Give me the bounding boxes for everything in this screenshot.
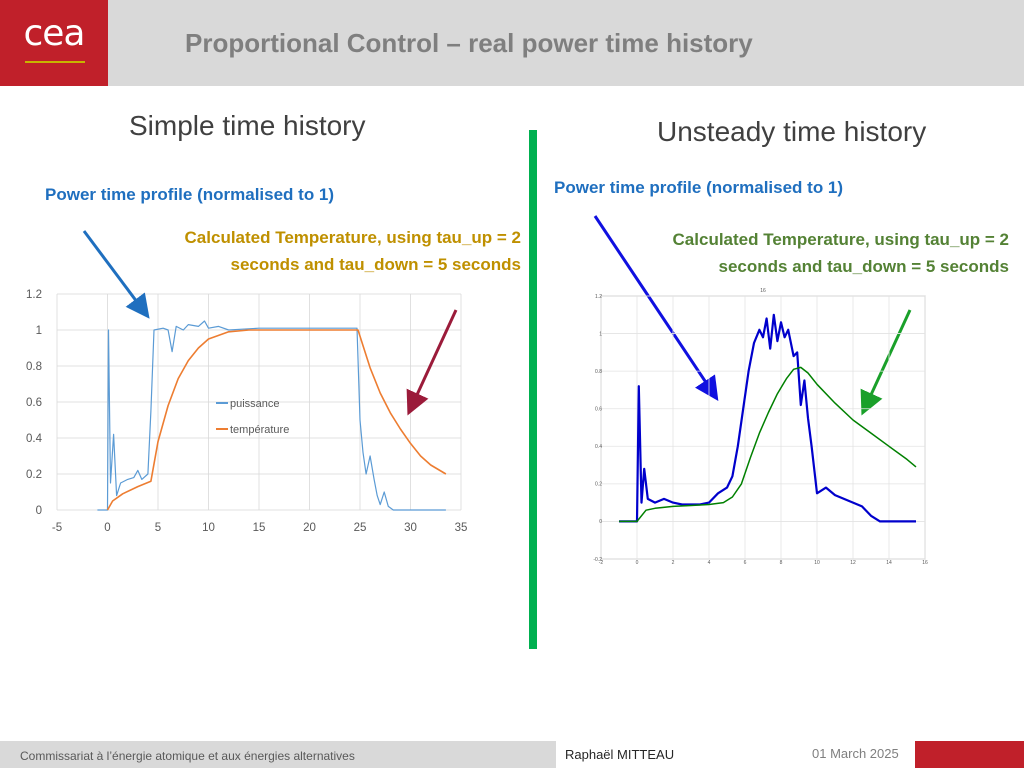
y-tick-label: 0.2 <box>26 469 42 481</box>
slide-title: Proportional Control – real power time h… <box>185 28 753 58</box>
y-tick-label: 0.8 <box>595 369 602 375</box>
y-tick-label: -0.2 <box>593 557 602 563</box>
y-tick-label: 1.2 <box>26 289 42 301</box>
footer-red-block <box>915 741 1024 768</box>
left-power-caption: Power time profile (normalised to 1) <box>45 185 335 204</box>
x-tick-label: 14 <box>886 560 892 566</box>
right-power-caption: Power time profile (normalised to 1) <box>554 178 844 197</box>
x-tick-label: -2 <box>599 560 604 566</box>
y-tick-label: 0.6 <box>595 406 602 412</box>
y-tick-label: 1 <box>599 331 602 337</box>
left-chart: -5 0 5 10 15 20 25 30 35 0 0.2 0.4 0.6 0.8 1 1.2 puissan… <box>26 289 467 534</box>
x-tick-label: 16 <box>922 560 928 566</box>
x-tick-label: 20 <box>303 522 316 534</box>
legend-label: température <box>230 424 289 436</box>
series-line-1 <box>97 320 446 511</box>
x-tick-label: 15 <box>253 522 266 534</box>
left-heading: Simple time history <box>129 110 366 141</box>
x-tick-label: 4 <box>708 560 711 566</box>
arrow-left-power <box>82 230 150 319</box>
section-divider <box>529 130 537 649</box>
y-tick-label: 0 <box>36 505 42 517</box>
series-line-2 <box>619 366 917 523</box>
header-bar: cea Proportional Control – real power ti… <box>0 0 1024 86</box>
x-tick-label: 12 <box>850 560 856 566</box>
x-tick-label: 0 <box>636 560 639 566</box>
arrow-right-temp <box>860 309 912 416</box>
x-tick-label: 5 <box>155 522 161 534</box>
footer-date: 01 March 2025 <box>812 746 899 761</box>
left-temp-caption-line1: Calculated Temperature, using tau_up = 2 <box>184 228 521 247</box>
x-tick-label: 35 <box>455 522 468 534</box>
footer-author: Raphaël MITTEAU <box>565 747 675 762</box>
legend-label: puissance <box>230 398 280 410</box>
x-tick-label: 6 <box>744 560 747 566</box>
x-tick-label: 2 <box>672 560 675 566</box>
right-chart: -2 0 2 4 6 8 10 12 14 16 -0.2 0 0.2 0.4 0.6 0.8 1 1.2 16 <box>593 288 928 566</box>
left-temp-caption-line2: seconds and tau_down = 5 seconds <box>230 255 522 274</box>
right-temp-caption-line1: Calculated Temperature, using tau_up = 2 <box>672 230 1009 249</box>
y-tick-label: 1.2 <box>595 294 602 300</box>
logo-text: cea <box>23 13 85 54</box>
x-tick-label: 0 <box>104 522 110 534</box>
y-tick-label: 0.4 <box>595 444 602 450</box>
y-tick-label: 0.6 <box>26 397 42 409</box>
x-tick-label: 25 <box>354 522 367 534</box>
x-tick-label: 30 <box>404 522 417 534</box>
chart-grid: -5 0 5 10 15 20 25 30 35 0 0.2 0.4 0.6 0.8 1 1.2 <box>26 289 467 534</box>
x-tick-label: 8 <box>780 560 783 566</box>
y-tick-label: 1 <box>36 325 42 337</box>
right-temp-caption-line2: seconds and tau_down = 5 seconds <box>718 257 1010 276</box>
left-temp-caption: Calculated Temperature, using tau_up = 2… <box>100 224 521 278</box>
x-tick-label: 10 <box>202 522 215 534</box>
right-heading: Unsteady time history <box>657 116 927 147</box>
y-tick-label: 0.8 <box>26 361 42 373</box>
x-tick-label: 10 <box>814 560 820 566</box>
footer-organisation: Commissariat à l’énergie atomique et aux… <box>20 749 355 763</box>
x-tick-label: -5 <box>52 522 62 534</box>
cea-logo: cea <box>0 0 108 86</box>
arrow-right-power <box>593 215 719 401</box>
logo-underline <box>25 61 85 63</box>
chart-grid: -2 0 2 4 6 8 10 12 14 16 -0.2 0 0.2 0.4 0.6 0.8 1 1.2 <box>593 294 928 566</box>
y-tick-label: 0.4 <box>26 433 43 445</box>
y-tick-label: 0.2 <box>595 482 602 488</box>
right-temp-caption: Calculated Temperature, using tau_up = 2… <box>560 226 1009 280</box>
series-line-2 <box>106 329 447 511</box>
chart-title: 16 <box>760 288 766 294</box>
arrow-left-temp <box>406 309 458 416</box>
series-line-1 <box>619 313 916 523</box>
y-tick-label: 0 <box>599 519 602 525</box>
footer-band <box>0 741 556 768</box>
